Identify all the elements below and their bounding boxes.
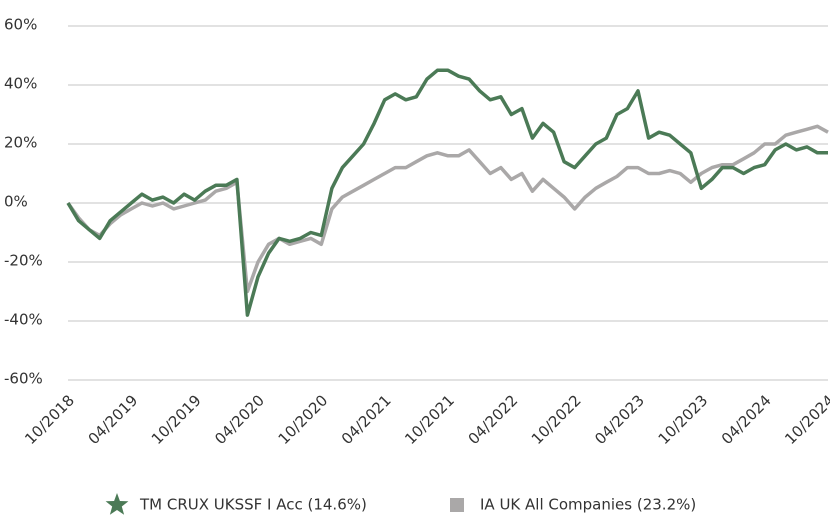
x-tick-label: 10/2024 <box>781 391 830 448</box>
x-tick-label: 10/2021 <box>401 391 458 448</box>
legend-label: TM CRUX UKSSF I Acc (14.6%) <box>139 496 367 514</box>
x-tick-label: 04/2022 <box>465 391 522 448</box>
y-tick-label: 40% <box>4 75 37 93</box>
y-tick-label: 60% <box>4 16 37 34</box>
y-tick-label: 20% <box>4 134 37 152</box>
series-line <box>66 68 828 317</box>
x-tick-label: 04/2024 <box>718 391 775 448</box>
x-tick-label: 10/2018 <box>21 391 78 448</box>
x-tick-label: 04/2023 <box>591 391 648 448</box>
y-tick-label: -20% <box>4 252 43 270</box>
x-tick-label: 04/2020 <box>211 391 268 448</box>
x-tick-label: 10/2023 <box>655 391 712 448</box>
legend-label: IA UK All Companies (23.2%) <box>480 496 696 514</box>
y-tick-label: -60% <box>4 370 43 388</box>
x-tick-label: 04/2021 <box>338 391 395 448</box>
x-tick-label: 04/2019 <box>85 391 142 448</box>
series-line <box>66 124 829 294</box>
legend-marker <box>450 498 464 512</box>
x-tick-label: 10/2022 <box>528 391 585 448</box>
y-tick-label: -40% <box>4 311 43 329</box>
x-tick-label: 10/2019 <box>148 391 205 448</box>
x-tick-label: 10/2020 <box>275 391 332 448</box>
legend-marker <box>105 493 129 515</box>
y-tick-label: 0% <box>4 193 28 211</box>
